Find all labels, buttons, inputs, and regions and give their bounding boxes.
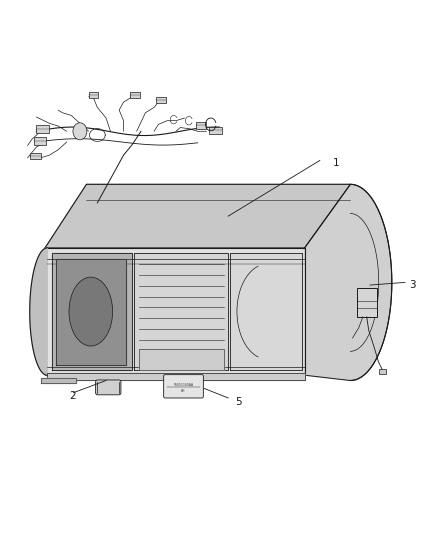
Polygon shape (230, 253, 302, 370)
Polygon shape (41, 378, 75, 383)
Bar (356, 288, 376, 317)
Text: 5: 5 (234, 397, 241, 407)
Polygon shape (45, 248, 304, 375)
Text: WH: WH (181, 389, 185, 393)
Bar (30, 152, 41, 159)
Bar (36, 125, 49, 133)
Bar (208, 126, 221, 134)
Text: 3: 3 (408, 280, 415, 290)
Ellipse shape (69, 277, 113, 346)
Polygon shape (45, 184, 350, 248)
Polygon shape (30, 248, 47, 375)
Bar (130, 92, 139, 98)
Polygon shape (47, 373, 304, 381)
Bar (378, 369, 385, 374)
Circle shape (73, 123, 87, 140)
Bar (88, 92, 98, 98)
Polygon shape (304, 184, 391, 381)
FancyBboxPatch shape (95, 380, 120, 395)
Bar (34, 137, 46, 144)
Text: 2: 2 (69, 391, 75, 401)
Polygon shape (56, 259, 125, 365)
Polygon shape (51, 253, 132, 370)
FancyBboxPatch shape (163, 375, 203, 398)
Text: 56055160AA: 56055160AA (173, 383, 193, 387)
Polygon shape (138, 349, 223, 370)
Bar (195, 122, 206, 128)
Polygon shape (134, 253, 228, 370)
Text: 1: 1 (332, 158, 339, 168)
Bar (156, 97, 166, 103)
